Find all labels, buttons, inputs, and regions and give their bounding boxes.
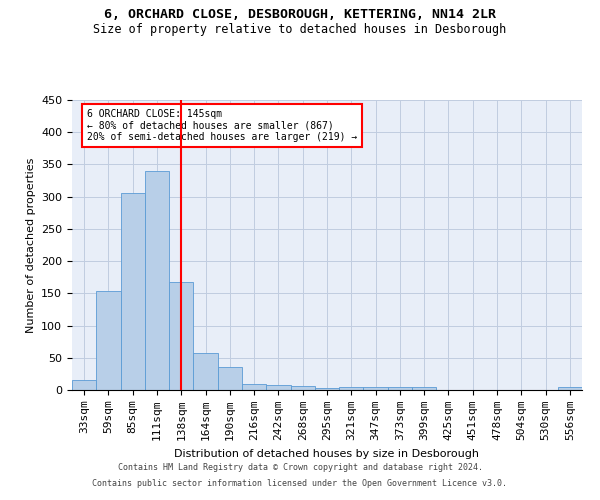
Bar: [242, 384, 266, 390]
Text: Contains HM Land Registry data © Crown copyright and database right 2024.: Contains HM Land Registry data © Crown c…: [118, 464, 482, 472]
Text: 6, ORCHARD CLOSE, DESBOROUGH, KETTERING, NN14 2LR: 6, ORCHARD CLOSE, DESBOROUGH, KETTERING,…: [104, 8, 496, 20]
Bar: [388, 387, 412, 390]
Bar: [339, 387, 364, 390]
Bar: [315, 388, 339, 390]
Bar: [266, 385, 290, 390]
Bar: [169, 282, 193, 390]
X-axis label: Distribution of detached houses by size in Desborough: Distribution of detached houses by size …: [175, 448, 479, 458]
Text: Size of property relative to detached houses in Desborough: Size of property relative to detached ho…: [94, 22, 506, 36]
Bar: [290, 386, 315, 390]
Bar: [72, 380, 96, 390]
Bar: [364, 387, 388, 390]
Bar: [412, 387, 436, 390]
Text: Contains public sector information licensed under the Open Government Licence v3: Contains public sector information licen…: [92, 478, 508, 488]
Bar: [218, 368, 242, 390]
Text: 6 ORCHARD CLOSE: 145sqm
← 80% of detached houses are smaller (867)
20% of semi-d: 6 ORCHARD CLOSE: 145sqm ← 80% of detache…: [88, 108, 358, 142]
Bar: [145, 171, 169, 390]
Bar: [121, 194, 145, 390]
Bar: [193, 354, 218, 390]
Bar: [558, 387, 582, 390]
Y-axis label: Number of detached properties: Number of detached properties: [26, 158, 35, 332]
Bar: [96, 292, 121, 390]
